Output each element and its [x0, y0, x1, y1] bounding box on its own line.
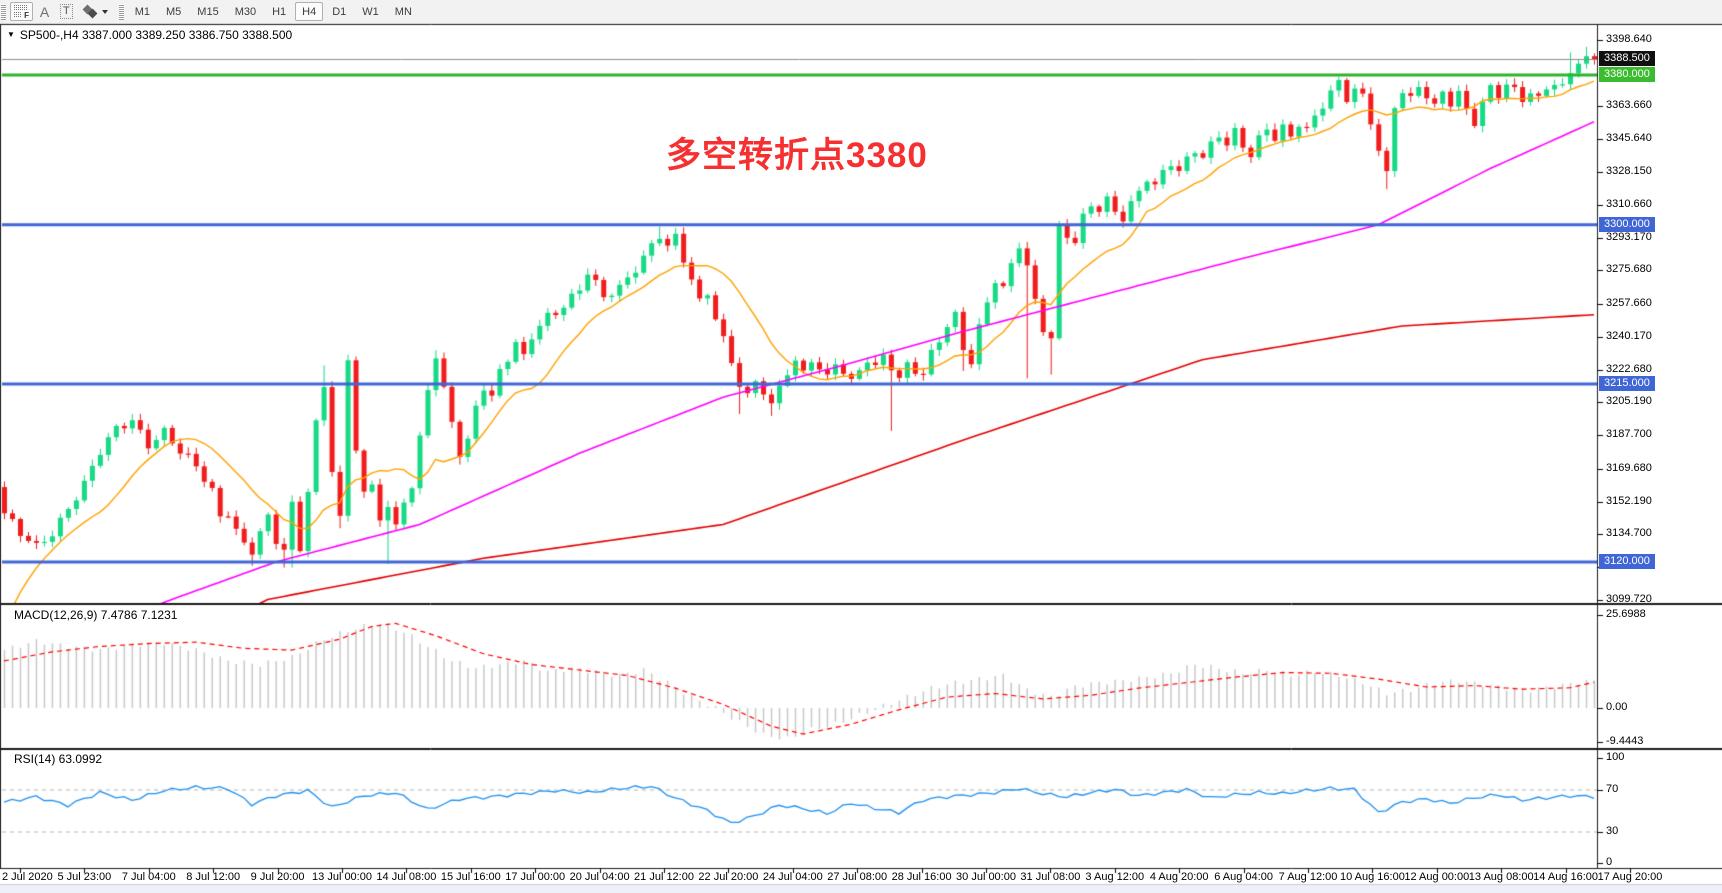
rsi-tick-label: 70: [1606, 782, 1619, 795]
text-box-icon: T: [60, 4, 73, 19]
symbol-ohlc-text: SP500-,H4 3387.000 3389.250 3386.750 338…: [19, 28, 293, 42]
tf-button-m1[interactable]: M1: [134, 5, 151, 18]
chart-template-button[interactable]: F: [10, 2, 33, 21]
time-tick-label: 17 Aug 20:00: [1597, 871, 1663, 883]
price-badge: 3215.000: [1599, 376, 1655, 392]
timeframe-group: M1 M5 M15 M30 H1 H4 D1 W1 MN: [127, 2, 420, 21]
shapes-icon: [82, 4, 99, 19]
time-tick-label: 27 Jul 08:00: [827, 871, 888, 883]
rsi-tick-label: 100: [1606, 751, 1625, 763]
price-tick-label: 3240.170: [1606, 329, 1652, 342]
time-tick-label: 31 Jul 08:00: [1020, 871, 1081, 883]
price-badge: 3380.000: [1599, 66, 1655, 82]
time-tick-label: 14 Aug 16:00: [1533, 871, 1599, 883]
time-tick-label: 20 Jul 04:00: [569, 871, 630, 883]
rsi-tick-label: 30: [1606, 824, 1619, 837]
tf-button-mn[interactable]: MN: [394, 5, 412, 18]
price-tick-label: 3134.700: [1606, 527, 1652, 540]
price-tick-label: 3205.190: [1606, 395, 1652, 408]
price-tick-label: 3310.660: [1606, 197, 1652, 210]
dotted-grid-f-icon: F: [14, 5, 29, 20]
time-tick-label: 4 Aug 20:00: [1149, 871, 1209, 883]
time-tick-label: 15 Jul 16:00: [440, 871, 501, 883]
price-badge: 3388.500: [1599, 50, 1655, 66]
toolbar-grip[interactable]: [1, 3, 6, 20]
time-tick-label: 30 Jul 00:00: [956, 871, 1016, 883]
tf-button-h1[interactable]: H1: [272, 5, 287, 18]
dropdown-caret-icon: [101, 9, 108, 14]
price-tick-label: 3099.720: [1606, 593, 1652, 605]
chart-header: ▼ SP500-,H4 3387.000 3389.250 3386.750 33…: [7, 28, 292, 42]
rsi-tick-label: 0: [1606, 856, 1613, 868]
price-tick-label: 3363.660: [1606, 98, 1652, 111]
chart-annotation-text: 多空转折点3380: [666, 136, 928, 175]
text-box-button[interactable]: T: [56, 2, 77, 21]
macd-tick-label: 0.00: [1606, 701, 1628, 713]
tf-button-d1[interactable]: D1: [332, 5, 347, 18]
time-tick-label: 24 Jul 04:00: [762, 871, 823, 883]
time-tick-label: 13 Aug 08:00: [1468, 871, 1534, 883]
price-tick-label: 3169.680: [1606, 461, 1652, 474]
shapes-button[interactable]: [79, 2, 112, 21]
price-tick-label: 3345.640: [1606, 132, 1652, 145]
macd-tick-label: -9.4443: [1606, 735, 1644, 748]
time-tick-label: 17 Jul 00:00: [505, 871, 566, 883]
toolbar-grip-2[interactable]: [118, 3, 124, 20]
time-tick-label: 3 Aug 12:00: [1085, 871, 1145, 883]
price-tick-label: 3257.660: [1606, 297, 1652, 310]
time-tick-label: 9 Jul 20:00: [250, 871, 305, 883]
macd-tick-label: 25.6988: [1606, 608, 1646, 620]
time-tick-label: 8 Jul 12:00: [186, 871, 241, 883]
macd-indicator-label: MACD(12,26,9) 7.4786 7.1231: [14, 608, 178, 622]
time-tick-label: 28 Jul 16:00: [891, 871, 952, 883]
price-tick-label: 3222.680: [1606, 362, 1652, 375]
price-tick-label: 3328.150: [1606, 165, 1652, 178]
price-tick-label: 3187.700: [1606, 428, 1652, 441]
price-badge: 3300.000: [1599, 216, 1655, 232]
time-tick-label: 21 Jul 12:00: [634, 871, 694, 883]
collapse-triangle-icon[interactable]: ▼: [7, 30, 15, 39]
tf-button-m30[interactable]: M30: [234, 5, 257, 18]
time-tick-label: 7 Jul 04:00: [121, 871, 176, 883]
time-tick-label: 22 Jul 20:00: [698, 871, 759, 883]
time-tick-label: 2 Jul 2020: [2, 871, 53, 883]
price-tick-label: 3293.170: [1606, 230, 1652, 243]
time-tick-label: 6 Aug 04:00: [1214, 871, 1273, 883]
letter-a-icon: A: [39, 3, 50, 20]
price-tick-label: 3152.190: [1606, 494, 1652, 507]
text-label-button[interactable]: A: [35, 2, 54, 21]
price-tick-label: 3275.680: [1606, 263, 1652, 276]
time-tick-label: 10 Aug 16:00: [1339, 871, 1405, 883]
time-tick-label: 12 Aug 00:00: [1404, 871, 1470, 883]
time-tick-label: 13 Jul 00:00: [312, 871, 372, 883]
chart-toolbar: F A T M1 M5 M15 M30 H1 H4 D1 W1 MN: [0, 0, 1722, 24]
price-badge: 3120.000: [1599, 554, 1655, 569]
time-tick-label: 14 Jul 08:00: [376, 871, 437, 883]
time-tick-label: 7 Aug 12:00: [1278, 871, 1338, 883]
tf-button-m15[interactable]: M15: [197, 5, 219, 18]
tf-button-w1[interactable]: W1: [362, 5, 379, 18]
tf-button-h4[interactable]: H4: [295, 2, 324, 21]
rsi-indicator-label: RSI(14) 63.0992: [14, 752, 103, 766]
tf-button-m5[interactable]: M5: [166, 5, 182, 18]
time-tick-label: 5 Jul 23:00: [57, 871, 112, 883]
price-tick-label: 3398.640: [1606, 33, 1652, 45]
